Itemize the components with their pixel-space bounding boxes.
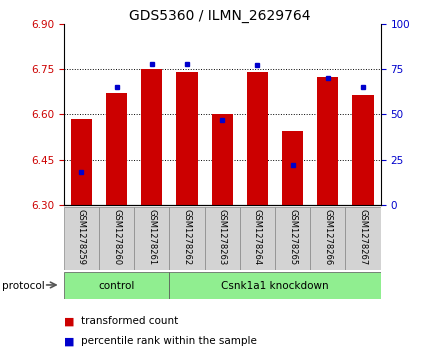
Bar	[352, 95, 374, 205]
Bar	[212, 114, 233, 205]
Bar	[141, 69, 162, 205]
Bar	[169, 207, 205, 270]
Text: Csnk1a1 knockdown: Csnk1a1 knockdown	[221, 281, 329, 291]
Bar	[176, 72, 198, 205]
Text: GDS5360 / ILMN_2629764: GDS5360 / ILMN_2629764	[129, 9, 311, 23]
Bar	[71, 119, 92, 205]
Text: GSM1278261: GSM1278261	[147, 209, 156, 265]
Bar	[247, 72, 268, 205]
Bar	[345, 207, 381, 270]
Text: GSM1278266: GSM1278266	[323, 209, 332, 265]
Bar	[169, 272, 381, 299]
Bar	[282, 131, 303, 205]
Bar	[134, 207, 169, 270]
Bar	[64, 207, 99, 270]
Text: GSM1278259: GSM1278259	[77, 209, 86, 265]
Text: GSM1278265: GSM1278265	[288, 209, 297, 265]
Text: ■: ■	[64, 336, 74, 346]
Text: GSM1278267: GSM1278267	[359, 209, 367, 265]
Bar	[205, 207, 240, 270]
Bar	[106, 93, 127, 205]
Bar	[317, 77, 338, 205]
Text: ■: ■	[64, 316, 74, 326]
Bar	[99, 207, 134, 270]
Text: GSM1278260: GSM1278260	[112, 209, 121, 265]
Bar	[275, 207, 310, 270]
Text: control: control	[99, 281, 135, 291]
Bar	[310, 207, 345, 270]
Bar	[240, 207, 275, 270]
Text: GSM1278262: GSM1278262	[183, 209, 191, 265]
Text: transformed count: transformed count	[81, 316, 179, 326]
Bar	[64, 272, 169, 299]
Text: GSM1278264: GSM1278264	[253, 209, 262, 265]
Text: GSM1278263: GSM1278263	[218, 209, 227, 265]
Text: percentile rank within the sample: percentile rank within the sample	[81, 336, 257, 346]
Text: protocol: protocol	[2, 281, 45, 291]
